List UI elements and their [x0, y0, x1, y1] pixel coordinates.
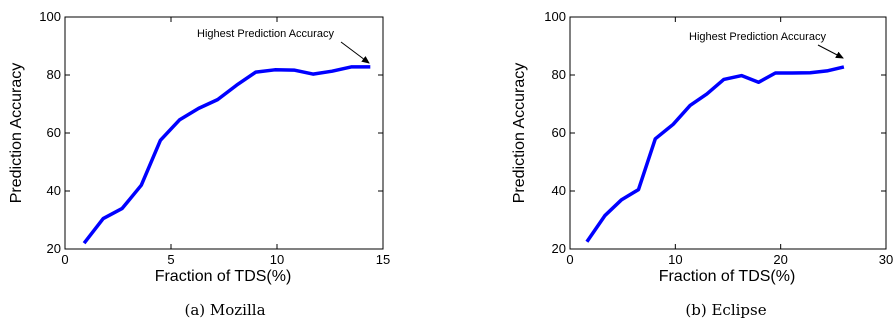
axes-frame — [569, 16, 887, 250]
y-tick-label: 80 — [47, 67, 61, 82]
x-tick-label: 10 — [668, 252, 682, 267]
x-tick-label: 15 — [376, 252, 390, 267]
chart-panel-eclipse: 0 10 20 30 20 40 60 80 100 Prediction Accuracy F… — [511, 9, 893, 319]
y-tick-label: 100 — [39, 9, 61, 24]
y-axis-label: Prediction Accuracy — [8, 63, 25, 204]
x-tick-label: 0 — [566, 252, 573, 267]
annotation-arrow — [340, 41, 370, 64]
y-axis-label: Prediction Accuracy — [511, 63, 528, 204]
annotation-text: Highest Prediction Accuracy — [197, 28, 334, 40]
y-tick-label: 20 — [552, 241, 566, 256]
x-axis-label: Fraction of TDS(%) — [155, 268, 292, 285]
plot-marks: 0 10 20 30 20 40 60 80 100 — [544, 9, 893, 267]
plot-marks: 0 5 10 15 20 40 60 80 100 — [39, 9, 390, 267]
subfigure-caption: (a) Mozilla — [184, 301, 265, 319]
x-tick-label: 20 — [773, 252, 787, 267]
x-tick-label: 30 — [879, 252, 893, 267]
x-axis-label: Fraction of TDS(%) — [659, 268, 796, 285]
y-tick-label: 40 — [552, 183, 566, 198]
series-line — [82, 65, 371, 245]
subfigure-caption: (b) Eclipse — [685, 301, 766, 319]
y-tick-label: 60 — [552, 125, 566, 140]
chart-panel-mozilla: 0 5 10 15 20 40 60 80 100 Prediction Accuracy Fr… — [8, 9, 390, 319]
x-tick-label: 0 — [61, 252, 68, 267]
y-tick-label: 100 — [544, 9, 566, 24]
x-tick-label: 10 — [270, 252, 284, 267]
y-tick-label: 80 — [552, 67, 566, 82]
annotation-text: Highest Prediction Accuracy — [689, 31, 826, 43]
y-tick-label: 60 — [47, 125, 61, 140]
series-line — [585, 65, 845, 243]
annotation-arrow — [817, 44, 844, 59]
x-tick-label: 5 — [167, 252, 174, 267]
y-tick-label: 40 — [47, 183, 61, 198]
y-tick-label: 20 — [47, 241, 61, 256]
